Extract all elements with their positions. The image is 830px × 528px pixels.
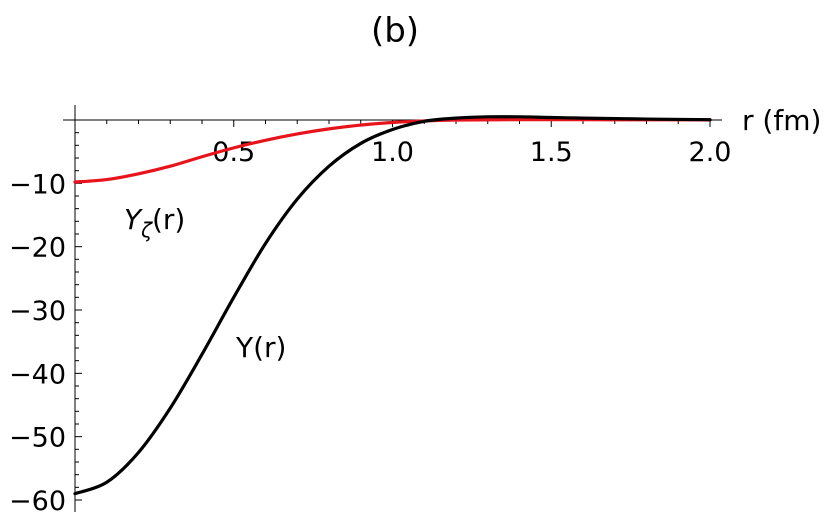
curve-label-y-zeta: Yζ(r) [124, 203, 185, 242]
y-tick-label: −20 [9, 233, 66, 264]
y-tick-label: −40 [9, 359, 66, 390]
tick-labels: 0.5 1.0 1.5 2.0−10−20−30−40−50−60 [9, 137, 731, 517]
curve-label-y-zeta-suffix: (r) [152, 203, 185, 236]
x-tick-label: 1.0 [371, 137, 414, 168]
curve-label-y-zeta-main: Y [124, 203, 143, 236]
curve-label-y-zeta-sub: ζ [140, 218, 153, 242]
series-line-y [73, 115, 712, 496]
y-tick-label: −60 [9, 486, 66, 517]
curve-label-y-suffix: (r) [253, 331, 286, 364]
x-tick-label: 2.0 [689, 137, 732, 168]
series-layer [73, 115, 712, 496]
x-tick-label: 1.5 [530, 137, 573, 168]
x-axis-label: r (fm) [742, 104, 821, 137]
curve-label-y: Y(r) [235, 331, 286, 364]
panel-label: (b) [371, 11, 419, 51]
ticks [75, 120, 711, 501]
y-tick-label: −30 [9, 296, 66, 327]
y-tick-label: −50 [9, 423, 66, 454]
series-line-yzeta [73, 118, 712, 184]
curve-label-y-main: Y [235, 331, 254, 364]
y-tick-label: −10 [9, 169, 66, 200]
